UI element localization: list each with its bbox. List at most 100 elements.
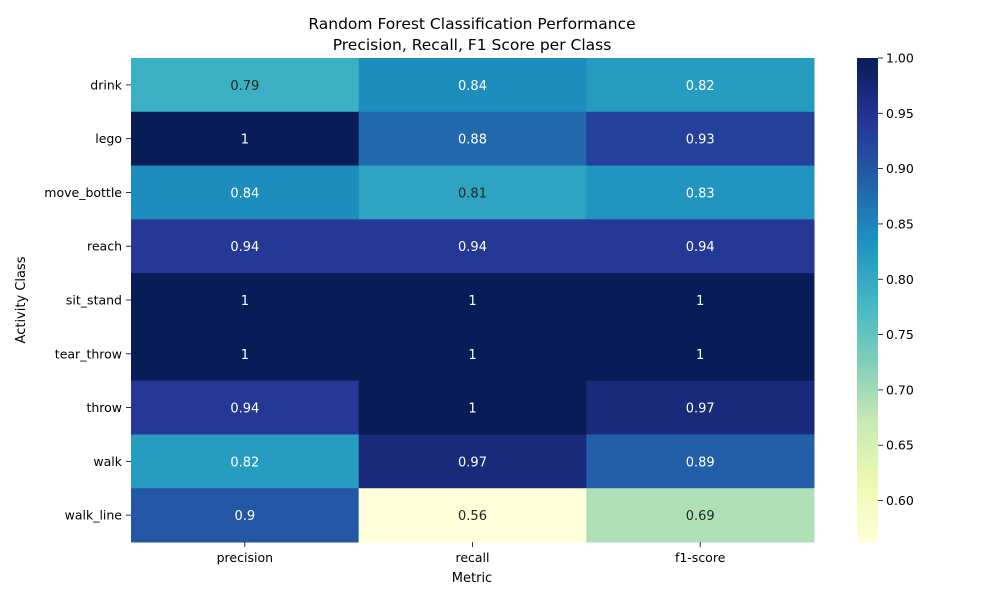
colorbar-segment (857, 392, 878, 398)
colorbar-segment (857, 384, 878, 390)
y-tick-label: walk (93, 454, 122, 469)
colorbar-segment (857, 352, 878, 358)
colorbar-segment (857, 126, 878, 132)
heatmap-cell (586, 219, 815, 274)
x-tick-label: recall (455, 550, 489, 565)
colorbar-segment (857, 279, 878, 285)
cell-annotation: 0.97 (458, 455, 487, 470)
colorbar-segment (857, 219, 878, 224)
heatmap-cell (358, 273, 587, 328)
colorbar-segment (857, 429, 878, 434)
colorbar-segment (857, 283, 878, 289)
colorbar-segment (857, 267, 878, 273)
heatmap-cells: 0.79 0.84 0.82 1 0.88 0.93 0.84 0.81 0.83 0.94 0.9… (131, 58, 815, 543)
y-axis-label: Activity Class (14, 256, 29, 343)
colorbar-segment (857, 368, 878, 374)
x-tick-labels: precision recall f1-score (217, 542, 726, 565)
heatmap-cell (586, 488, 815, 543)
x-tick-label: precision (217, 550, 273, 565)
y-tick-label: walk_line (65, 508, 123, 523)
colorbar-segment (857, 404, 878, 410)
cell-annotation: 0.94 (458, 240, 487, 255)
y-tick-label: reach (87, 239, 122, 254)
colorbar-segment (857, 525, 878, 531)
colorbar-segment (857, 243, 878, 249)
cell-annotation: 0.97 (686, 402, 715, 417)
cell-annotation: 1 (696, 348, 704, 363)
colorbar-segment (857, 400, 878, 406)
colorbar-segment (857, 106, 878, 112)
colorbar-tick-label: 0.65 (886, 438, 914, 453)
colorbar-segment (857, 183, 878, 188)
colorbar-segment (857, 259, 878, 265)
colorbar-tick-label: 1.00 (886, 51, 914, 66)
cell-annotation: 0.82 (230, 455, 259, 470)
colorbar-segment (857, 304, 878, 309)
colorbar-segment (857, 231, 878, 237)
colorbar-segment (857, 481, 878, 487)
heatmap-cell (131, 434, 360, 489)
colorbar-segment (857, 344, 878, 349)
colorbar-segment (857, 308, 878, 313)
colorbar-segment (857, 66, 878, 71)
heatmap-cell (358, 434, 587, 489)
heatmap-cell (586, 434, 815, 489)
cell-annotation: 1 (241, 133, 249, 148)
y-tick-label: lego (95, 131, 122, 146)
colorbar-tick-label: 0.85 (886, 216, 914, 231)
colorbar-segment (857, 174, 878, 180)
colorbar-segment (857, 493, 878, 499)
colorbar-segment (857, 509, 878, 515)
colorbar-segment (857, 433, 878, 438)
colorbar-segment (857, 251, 878, 257)
colorbar-segment (857, 421, 878, 426)
colorbar-segment (857, 215, 878, 220)
chart-title-line2: Precision, Recall, F1 Score per Class (333, 36, 612, 54)
colorbar-segment (857, 477, 878, 483)
cell-annotation: 0.83 (686, 186, 715, 201)
colorbar-segment (857, 300, 878, 305)
colorbar-segment (857, 70, 878, 75)
colorbar-segment (857, 211, 878, 216)
cell-annotation: 0.9 (234, 509, 255, 524)
colorbar-segment (857, 146, 878, 152)
colorbar-segment (857, 62, 878, 67)
colorbar-segment (857, 517, 878, 523)
x-tick-label: f1-score (675, 550, 726, 565)
heatmap-cell (358, 58, 587, 113)
colorbar-segment (857, 223, 878, 228)
colorbar-segment (857, 437, 878, 442)
colorbar-segment (857, 513, 878, 519)
colorbar-segment (857, 441, 878, 446)
colorbar-segment (857, 118, 878, 124)
colorbar-segment (857, 408, 878, 414)
colorbar-segment (857, 320, 878, 325)
colorbar-segment (857, 98, 878, 103)
colorbar-segment (857, 364, 878, 370)
colorbar-segment (857, 162, 878, 168)
heatmap-cell (131, 219, 360, 274)
colorbar-segment (857, 271, 878, 277)
cell-annotation: 0.94 (230, 240, 259, 255)
colorbar-segment (857, 78, 878, 83)
heatmap-cell (586, 273, 815, 328)
heatmap-cell (358, 488, 587, 543)
colorbar-segment (857, 485, 878, 491)
colorbar-segment (857, 412, 878, 418)
y-tick-label: drink (90, 77, 122, 92)
colorbar-segment (857, 372, 878, 378)
colorbar-segment (857, 453, 878, 458)
colorbar-segment (857, 263, 878, 269)
colorbar-segment (857, 356, 878, 362)
y-tick-label: tear_throw (55, 346, 122, 361)
y-tick-label: move_bottle (44, 185, 122, 200)
cell-annotation: 0.89 (686, 455, 715, 470)
colorbar-segment (857, 255, 878, 261)
colorbar-segment (857, 154, 878, 160)
cell-annotation: 0.84 (230, 186, 259, 201)
colorbar-tick-label: 0.80 (886, 272, 914, 287)
colorbar-segment (857, 416, 878, 422)
colorbar-segment (857, 82, 878, 87)
colorbar-segment (857, 158, 878, 164)
colorbar-segment (857, 58, 878, 63)
